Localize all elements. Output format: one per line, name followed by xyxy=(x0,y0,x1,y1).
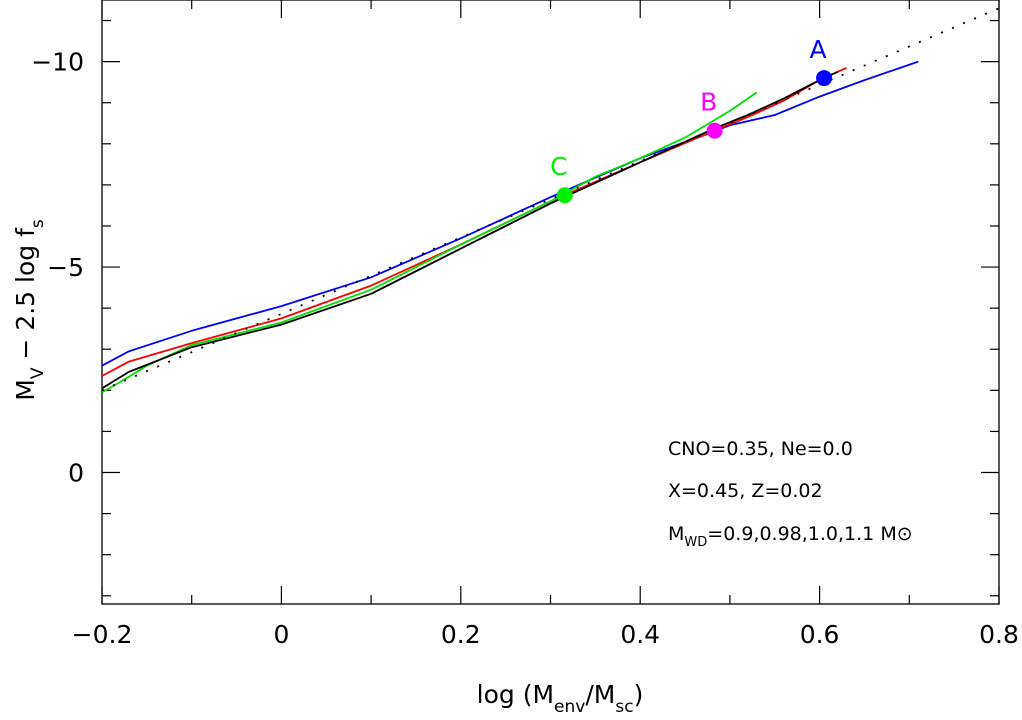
series-group xyxy=(102,7,999,394)
axis-ticks xyxy=(101,0,1000,604)
annotation-wd-masses: MWD=0.9,0.98,1.0,1.1 M⊙ xyxy=(668,523,913,550)
point-label-C: C xyxy=(550,152,567,181)
x-tick-label: −0.2 xyxy=(72,620,133,649)
point-B xyxy=(706,122,723,139)
x-tick-label: 0.4 xyxy=(620,620,660,649)
tick-labels: −0.2 0 0.2 0.4 0.6 0.8 0 −5 −10 xyxy=(31,48,1019,649)
series-line-3 xyxy=(102,71,838,390)
annotation-abundance: X=0.45, Z=0.02 xyxy=(668,480,823,502)
series-line-2 xyxy=(102,91,758,394)
x-axis-title: log (Menv/Msc) xyxy=(477,680,644,717)
x-tick-label: 0.8 xyxy=(979,620,1019,649)
points-group: A B C xyxy=(550,35,833,204)
point-C xyxy=(556,187,573,204)
y-tick-label: −10 xyxy=(31,48,84,77)
point-label-A: A xyxy=(810,35,827,64)
point-A xyxy=(816,70,833,87)
series-line-1 xyxy=(102,66,847,377)
x-tick-label: 0.2 xyxy=(441,620,481,649)
series-line-0 xyxy=(102,60,919,367)
plot-frame xyxy=(101,0,1000,605)
x-tick-label: 0 xyxy=(273,620,289,649)
y-tick-label: 0 xyxy=(68,459,84,488)
point-label-B: B xyxy=(700,88,717,117)
y-tick-label: −5 xyxy=(47,253,84,282)
y-axis-title: MV − 2.5 log fs xyxy=(11,219,48,401)
x-tick-label: 0.6 xyxy=(800,620,840,649)
annotation-composition: CNO=0.35, Ne=0.0 xyxy=(668,438,853,460)
